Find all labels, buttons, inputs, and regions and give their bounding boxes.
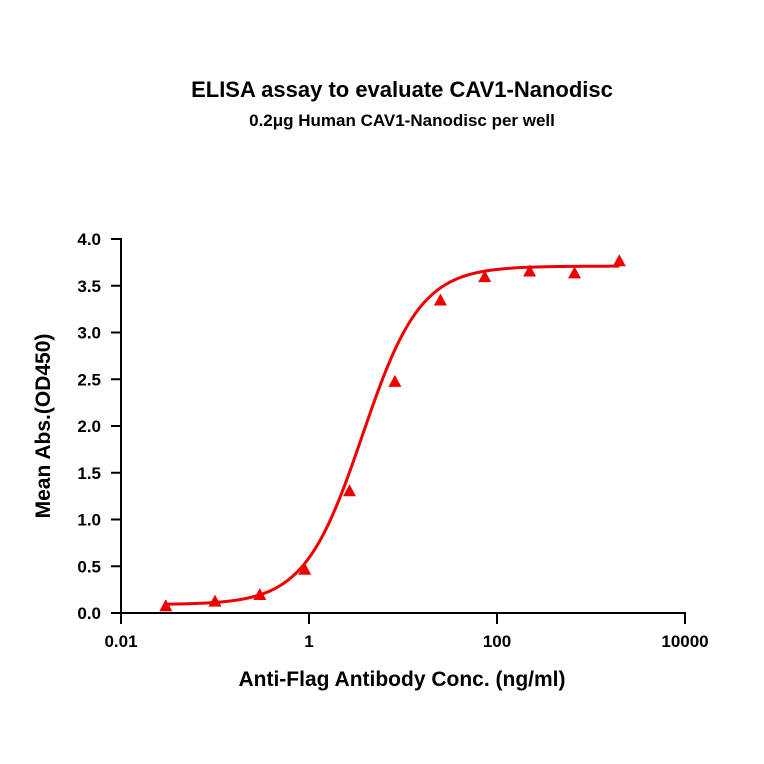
data-point-triangle — [298, 562, 312, 575]
chart-title: ELISA assay to evaluate CAV1-Nanodisc — [191, 77, 613, 102]
y-tick-label: 3.0 — [77, 324, 101, 343]
y-tick-label: 2.0 — [77, 417, 101, 436]
x-tick-label: 100 — [483, 632, 511, 651]
y-tick-label: 4.0 — [77, 230, 101, 249]
x-axis-label: Anti-Flag Antibody Conc. (ng/ml) — [238, 668, 565, 691]
y-tick-label: 0.0 — [77, 604, 101, 623]
data-point-triangle — [612, 254, 626, 267]
y-axis-label: Mean Abs.(OD450) — [32, 334, 55, 519]
data-point-triangle — [343, 484, 356, 497]
y-tick-label: 0.5 — [77, 557, 101, 576]
y-tick-label: 3.5 — [77, 277, 101, 296]
data-point-triangle — [478, 270, 492, 283]
data-point-triangle — [388, 374, 402, 387]
fit-curve-line — [165, 264, 620, 606]
data-point-triangle — [208, 594, 222, 607]
x-axis-ticks: 0.01 1 100 10000 — [104, 613, 709, 651]
x-tick-label: 0.01 — [104, 632, 137, 651]
data-point-triangle — [433, 293, 447, 306]
y-tick-label: 1.0 — [77, 511, 101, 530]
y-tick-label: 1.5 — [77, 464, 101, 483]
y-tick-label: 2.5 — [77, 370, 101, 389]
data-point-triangle — [568, 266, 581, 279]
data-point-triangle — [253, 588, 267, 600]
chart-subtitle: 0.2μg Human CAV1-Nanodisc per well — [249, 111, 555, 130]
y-axis-ticks: 0.0 0.5 1.0 1.5 2.0 2.5 3.0 3.5 4.0 — [77, 230, 121, 623]
x-tick-label: 10000 — [661, 632, 708, 651]
x-tick-label: 1 — [304, 632, 313, 651]
data-point-triangle — [523, 264, 537, 277]
data-points — [159, 254, 626, 612]
data-point-triangle — [159, 599, 173, 612]
